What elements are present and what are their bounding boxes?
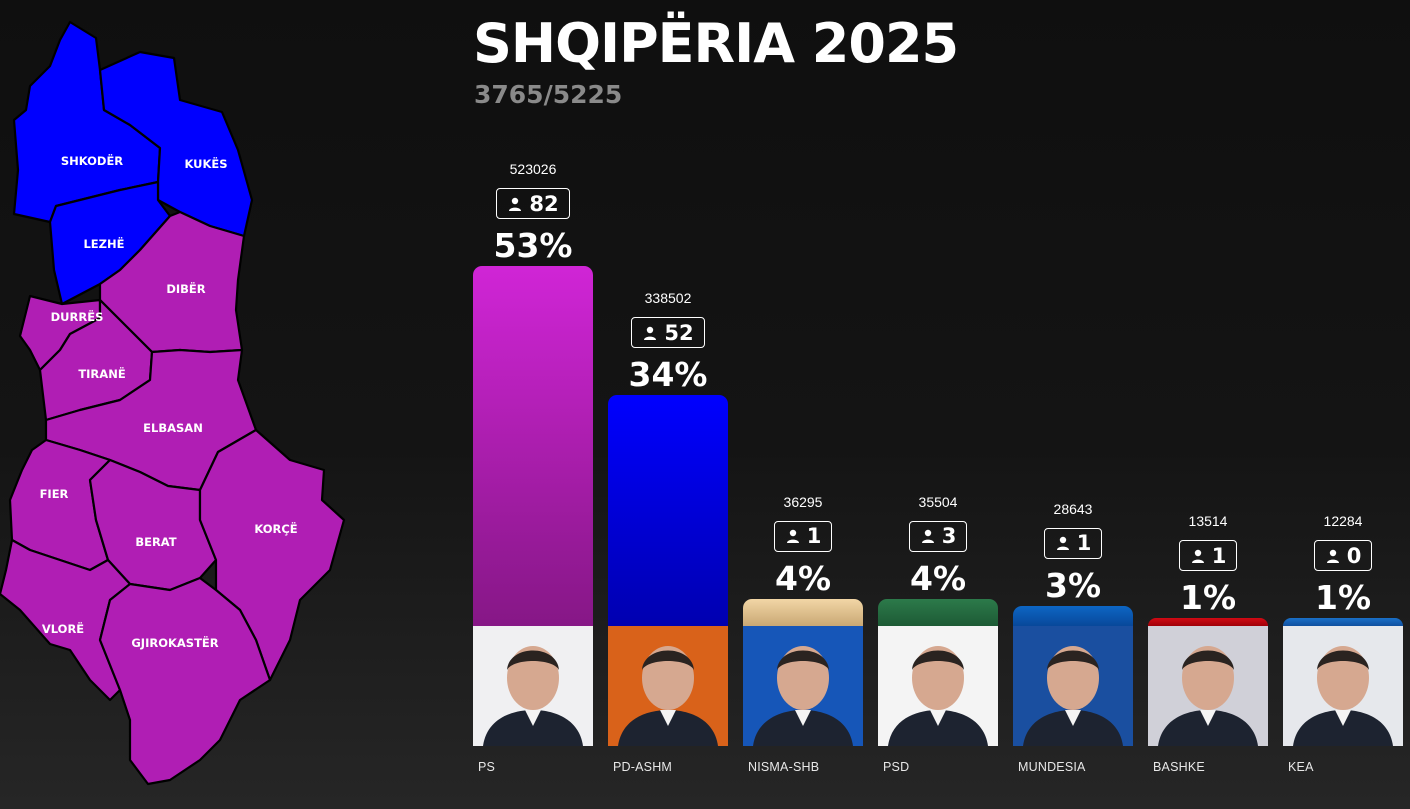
seats-badge: 3 (909, 520, 967, 552)
region-label: KORÇË (254, 521, 297, 536)
seats-count: 1 (1076, 531, 1092, 556)
seats-badge: 1 (1044, 527, 1102, 559)
bar-nisma-shb (743, 598, 863, 626)
party-name: PD-ASHM (613, 760, 673, 774)
seats-badge: 1 (774, 520, 832, 552)
seats-badge: 82 (496, 188, 570, 219)
bar-bashke (1148, 618, 1268, 626)
percent-label: 34% (628, 355, 708, 395)
seats-count: 0 (1346, 543, 1362, 568)
seats-badge: 0 (1314, 540, 1372, 571)
region-label: FIER (40, 487, 69, 501)
votes-label: 338502 (644, 290, 692, 307)
party-name: BASHKE (1153, 760, 1205, 774)
region-label: DURRËS (51, 309, 104, 324)
percent-label: 4% (774, 558, 832, 598)
percent-label: 3% (1044, 565, 1102, 605)
seat-person-icon (921, 530, 934, 544)
party-name: KEA (1288, 760, 1314, 774)
candidate-photo (1283, 626, 1403, 746)
candidate-photo (473, 626, 593, 746)
region-label: VLORË (42, 621, 84, 636)
region-label: TIRANË (78, 366, 126, 381)
region-label: DIBËR (166, 281, 205, 296)
candidate-photo (608, 626, 728, 746)
votes-label: 13514 (1188, 513, 1228, 529)
seat-person-icon (1191, 549, 1204, 563)
votes-label: 35504 (918, 493, 958, 510)
seat-person-icon (509, 197, 522, 211)
seat-person-icon (644, 326, 657, 340)
seats-count: 3 (941, 524, 957, 549)
bar-ps (473, 266, 593, 626)
seat-person-icon (1056, 536, 1069, 551)
votes-label: 36295 (783, 493, 823, 510)
page-subtitle: 3765/5225 (474, 80, 623, 109)
bar-psd (878, 598, 998, 626)
region-label: LEZHË (83, 236, 124, 251)
votes-label: 28643 (1053, 500, 1093, 517)
page-title: SHQIPËRIA 2025 (473, 12, 959, 75)
region-label: KUKËS (184, 156, 227, 171)
region-label: GJIROKASTËR (131, 635, 218, 650)
percent-label: 1% (1314, 578, 1372, 617)
region-label: BERAT (135, 535, 176, 549)
region-korce[interactable] (198, 428, 346, 682)
seat-person-icon (1326, 549, 1339, 563)
percent-label: 4% (909, 558, 967, 598)
seats-count: 52 (664, 320, 694, 345)
region-label: ELBASAN (143, 421, 203, 435)
candidate-photo (1013, 626, 1133, 746)
percent-label: 53% (493, 226, 573, 265)
bar-kea (1283, 618, 1403, 626)
seat-person-icon (786, 530, 799, 544)
candidate-photo (743, 626, 863, 746)
votes-label: 12284 (1323, 513, 1363, 529)
bar-mundesia (1013, 605, 1133, 626)
candidate-photo (878, 626, 998, 746)
albania-map: SHKODËR KUKËS LEZHË DIBËR DURRËS TIRANË … (0, 20, 346, 786)
region-label: SHKODËR (61, 153, 123, 168)
seats-count: 82 (529, 191, 559, 216)
party-name: NISMA-SHB (748, 760, 820, 774)
seats-badge: 52 (631, 317, 705, 349)
region-gjirokaster[interactable] (98, 576, 272, 786)
percent-label: 1% (1179, 578, 1237, 617)
seats-count: 1 (1211, 543, 1227, 568)
candidate-photo (1148, 626, 1268, 746)
bar-pd-ashm (608, 395, 728, 626)
seats-badge: 1 (1179, 540, 1237, 571)
party-name: MUNDESIA (1018, 760, 1086, 774)
party-name: PSD (883, 760, 910, 774)
votes-label: 523026 (509, 161, 557, 177)
seats-count: 1 (806, 524, 822, 549)
party-name: PS (478, 760, 496, 774)
